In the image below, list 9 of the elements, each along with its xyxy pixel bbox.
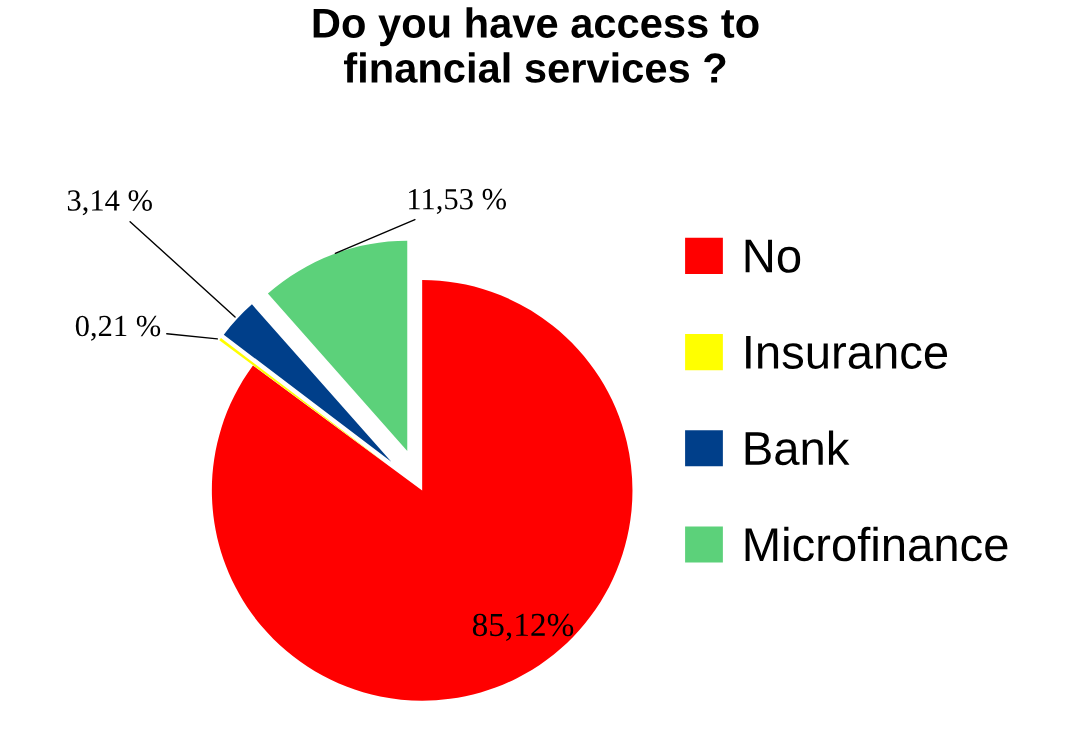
data-label: 11,53 %: [409, 188, 506, 214]
legend-label: No: [745, 239, 801, 273]
data-label: 0,21 %: [75, 315, 161, 341]
data-label: 85,12%: [472, 613, 574, 641]
legend-label: Microfinance: [745, 526, 1008, 562]
data-label: 3,14 %: [67, 190, 152, 216]
legend-label: Insurance: [746, 335, 948, 369]
chart-title: Do you have access to financial services ?: [313, 7, 759, 83]
legend-label: Bank: [745, 430, 850, 466]
